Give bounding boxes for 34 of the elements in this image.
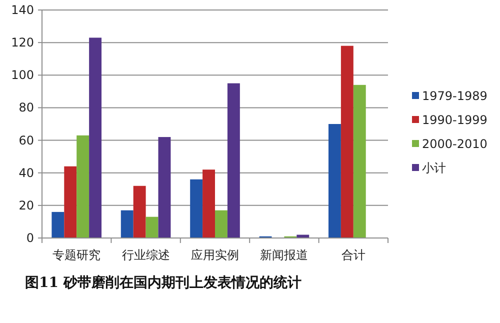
y-tick-label: 60 — [18, 133, 34, 148]
bar — [340, 46, 354, 238]
y-tick-label: 40 — [18, 166, 34, 180]
bar — [76, 135, 90, 238]
legend-label: 小计 — [422, 161, 446, 175]
bar — [227, 83, 240, 238]
bar — [296, 234, 310, 238]
bar — [202, 170, 215, 238]
legend-label: 1990-1999 — [422, 113, 488, 127]
legend-label: 2000-2010 — [422, 137, 488, 151]
bar — [64, 166, 77, 238]
bar — [328, 124, 341, 238]
bar — [120, 210, 134, 238]
bar — [158, 137, 171, 238]
bar — [133, 186, 146, 238]
bar — [146, 216, 158, 238]
legend-label: 1979-1989 — [422, 89, 488, 103]
bar — [52, 212, 64, 238]
bar — [215, 210, 228, 238]
bar — [353, 84, 366, 238]
y-tick-label: 80 — [18, 100, 34, 115]
x-tick-label: 行业综述 — [122, 248, 170, 262]
x-tick-label: 应用实例 — [191, 248, 239, 262]
x-tick-label: 专题研究 — [52, 248, 101, 262]
x-tick-label: 新闻报道 — [260, 248, 308, 262]
bar — [190, 179, 203, 238]
y-tick-label: 20 — [18, 198, 34, 212]
bar — [89, 38, 102, 238]
y-tick-label: 0 — [26, 231, 34, 245]
y-tick-label: 120 — [11, 36, 34, 50]
y-tick-label: 100 — [11, 68, 34, 82]
y-tick-label: 140 — [11, 3, 34, 17]
text: 图11 砂带磨削在国内期刊上发表情况的统计 — [25, 274, 302, 291]
x-tick-label: 合计 — [341, 248, 366, 262]
